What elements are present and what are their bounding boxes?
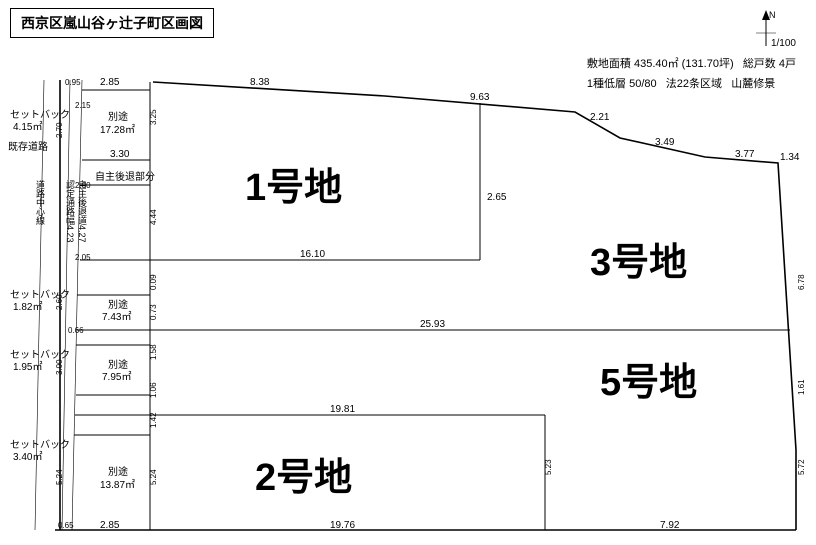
svg-text:19.81: 19.81: [330, 404, 355, 415]
svg-text:7.92: 7.92: [660, 520, 680, 531]
svg-text:道路中心線: 道路中心線: [35, 179, 45, 225]
svg-text:6.78: 6.78: [797, 274, 806, 290]
lot-3-label: 3号地: [590, 242, 687, 284]
svg-text:2.70: 2.70: [55, 122, 64, 138]
lot-2-label: 2号地: [255, 457, 352, 499]
svg-text:7.95㎡: 7.95㎡: [102, 371, 131, 383]
svg-text:1.58: 1.58: [149, 344, 158, 360]
svg-text:1.06: 1.06: [149, 382, 158, 398]
lot-1-label: 1号地: [245, 167, 342, 209]
svg-text:3.25: 3.25: [149, 109, 158, 125]
lot-5-label: 5号地: [600, 362, 697, 404]
svg-text:0.09: 0.09: [149, 274, 158, 290]
svg-text:2.15: 2.15: [75, 101, 91, 110]
svg-text:3.40㎡: 3.40㎡: [13, 451, 42, 463]
svg-text:セットバック: セットバック: [10, 349, 70, 361]
svg-text:2.60: 2.60: [55, 294, 64, 310]
svg-text:2.65: 2.65: [487, 192, 507, 203]
svg-text:5.23: 5.23: [544, 459, 553, 475]
svg-text:25.93: 25.93: [420, 319, 445, 330]
svg-text:3.77: 3.77: [735, 149, 755, 160]
svg-text:1.82㎡: 1.82㎡: [13, 301, 42, 313]
svg-text:セットバック: セットバック: [10, 109, 70, 121]
svg-text:13.87㎡: 13.87㎡: [100, 479, 135, 491]
svg-text:2.00: 2.00: [75, 181, 91, 190]
svg-text:17.28㎡: 17.28㎡: [100, 124, 135, 136]
svg-text:4.15㎡: 4.15㎡: [13, 121, 42, 133]
svg-text:3.00: 3.00: [55, 359, 64, 375]
svg-text:19.76: 19.76: [330, 520, 355, 531]
svg-text:16.10: 16.10: [300, 249, 325, 260]
svg-text:2.05: 2.05: [75, 253, 91, 262]
svg-text:8.38: 8.38: [250, 77, 270, 88]
plot-plan: 1号地 3号地 5号地 2号地 セットバック 4.15㎡ セットバック 1.82…: [0, 0, 816, 545]
svg-text:7.43㎡: 7.43㎡: [102, 311, 131, 323]
svg-text:自主後退部分: 自主後退部分: [95, 170, 155, 183]
svg-text:0.66: 0.66: [68, 326, 84, 335]
svg-text:1.42: 1.42: [149, 412, 158, 428]
svg-text:既存道路: 既存道路: [8, 140, 48, 153]
svg-text:セットバック: セットバック: [10, 439, 70, 451]
svg-text:4.44: 4.44: [149, 209, 158, 225]
svg-text:9.63: 9.63: [470, 92, 490, 103]
svg-text:別途: 別途: [108, 110, 128, 123]
svg-text:別途: 別途: [108, 358, 128, 371]
svg-text:0.73: 0.73: [149, 304, 158, 320]
svg-text:別途: 別途: [108, 298, 128, 311]
svg-text:1.95㎡: 1.95㎡: [13, 361, 42, 373]
svg-text:2.85: 2.85: [100, 77, 120, 88]
svg-text:3.49: 3.49: [655, 137, 675, 148]
svg-text:認定通路幅4.23: 認定通路幅4.23: [65, 179, 75, 243]
svg-text:1.61: 1.61: [797, 379, 806, 395]
svg-text:0.95: 0.95: [65, 78, 81, 87]
svg-text:5.24: 5.24: [149, 469, 158, 485]
svg-text:0.65: 0.65: [58, 521, 74, 530]
svg-text:1.34: 1.34: [780, 152, 800, 163]
svg-text:2.21: 2.21: [590, 112, 610, 123]
svg-text:5.24: 5.24: [55, 469, 64, 485]
svg-text:5.72: 5.72: [797, 459, 806, 475]
svg-text:別途: 別途: [108, 465, 128, 478]
svg-text:3.30: 3.30: [110, 149, 130, 160]
svg-text:2.85: 2.85: [100, 520, 120, 531]
